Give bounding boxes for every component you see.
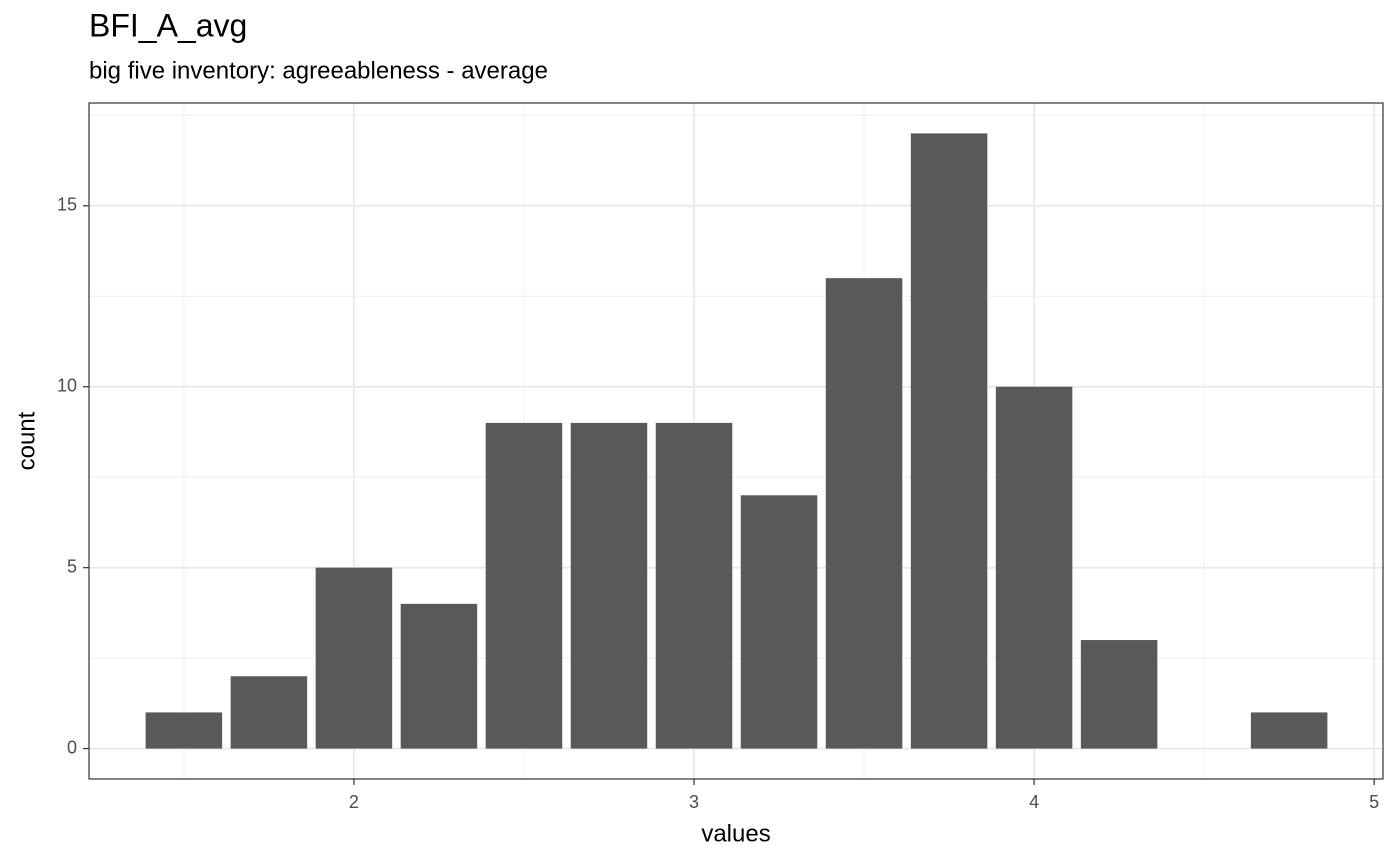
chart-subtitle: big five inventory: agreeableness - aver… — [89, 57, 548, 84]
chart-title: BFI_A_avg — [89, 7, 247, 43]
bar — [145, 712, 223, 749]
y-tick-label: 0 — [67, 737, 77, 757]
x-tick-label: 3 — [689, 792, 699, 812]
y-axis-title: count — [13, 411, 40, 470]
x-tick-label: 5 — [1369, 792, 1379, 812]
y-tick-label: 5 — [67, 556, 77, 576]
x-tick-label: 4 — [1029, 792, 1039, 812]
y-tick-label: 10 — [57, 375, 77, 395]
bar — [400, 603, 478, 749]
bar — [485, 422, 563, 749]
panel-border — [88, 102, 1384, 780]
bar — [1080, 640, 1158, 749]
panel-background — [89, 103, 1383, 779]
bar — [995, 386, 1073, 749]
x-tick-label: 2 — [349, 792, 359, 812]
bar — [825, 278, 903, 749]
bar — [570, 422, 648, 749]
bar — [230, 676, 308, 749]
x-axis-title: values — [701, 820, 770, 847]
y-tick-label: 15 — [57, 195, 77, 215]
bar — [740, 495, 818, 749]
bar — [655, 422, 733, 749]
bar — [1250, 712, 1328, 749]
bar — [315, 567, 393, 749]
bar — [910, 133, 988, 749]
